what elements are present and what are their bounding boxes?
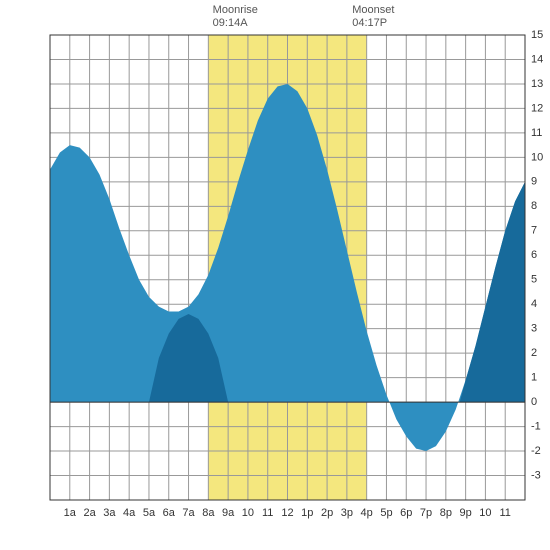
y-tick-label: -3 <box>531 469 541 481</box>
y-tick-label: 10 <box>531 151 543 163</box>
x-tick-label: 5p <box>380 507 392 519</box>
moonrise-title: Moonrise <box>213 4 258 16</box>
x-tick-label: 2p <box>321 507 333 519</box>
y-tick-label: 13 <box>531 78 543 90</box>
y-tick-label: -1 <box>531 420 541 432</box>
x-tick-label: 3a <box>103 507 116 519</box>
x-tick-label: 1a <box>64 507 77 519</box>
y-tick-label: -2 <box>531 445 541 457</box>
x-tick-label: 4p <box>361 507 373 519</box>
moonset-time: 04:17P <box>352 17 387 29</box>
y-tick-label: 1 <box>531 372 537 384</box>
y-tick-label: 14 <box>531 53 543 65</box>
x-tick-label: 10 <box>479 507 491 519</box>
y-tick-label: 4 <box>531 298 537 310</box>
y-tick-label: 12 <box>531 102 543 114</box>
moonset-label: Moonset 04:17P <box>352 4 394 30</box>
x-tick-label: 7a <box>182 507 195 519</box>
x-tick-label: 3p <box>341 507 353 519</box>
x-tick-label: 9a <box>222 507 235 519</box>
x-tick-label: 4a <box>123 507 136 519</box>
x-tick-label: 8a <box>202 507 215 519</box>
series-secondary <box>460 182 525 402</box>
y-tick-label: 2 <box>531 347 537 359</box>
moonrise-label: Moonrise 09:14A <box>213 4 258 30</box>
y-tick-label: 7 <box>531 225 537 237</box>
y-tick-label: 15 <box>531 29 543 41</box>
x-tick-label: 7p <box>420 507 432 519</box>
y-tick-label: 6 <box>531 249 537 261</box>
y-tick-label: 9 <box>531 176 537 188</box>
tide-chart: Moonrise 09:14A Moonset 04:17P 1a2a3a4a5… <box>0 0 550 550</box>
x-tick-label: 5a <box>143 507 156 519</box>
moonrise-time: 09:14A <box>213 17 248 29</box>
x-tick-label: 6a <box>163 507 176 519</box>
x-tick-label: 11 <box>499 507 510 519</box>
chart-svg: 1a2a3a4a5a6a7a8a9a1011121p2p3p4p5p6p7p8p… <box>0 0 550 550</box>
moonset-title: Moonset <box>352 4 394 16</box>
y-tick-label: 11 <box>531 127 542 139</box>
x-tick-label: 12 <box>281 507 293 519</box>
x-tick-label: 9p <box>460 507 472 519</box>
x-tick-label: 2a <box>83 507 96 519</box>
x-tick-label: 1p <box>301 507 313 519</box>
y-tick-label: 3 <box>531 323 537 335</box>
y-tick-label: 0 <box>531 396 537 408</box>
x-tick-label: 10 <box>242 507 254 519</box>
x-tick-label: 6p <box>400 507 412 519</box>
x-tick-label: 11 <box>262 507 273 519</box>
series-primary <box>50 84 525 451</box>
x-tick-label: 8p <box>440 507 452 519</box>
y-tick-label: 8 <box>531 200 537 212</box>
y-tick-label: 5 <box>531 274 537 286</box>
